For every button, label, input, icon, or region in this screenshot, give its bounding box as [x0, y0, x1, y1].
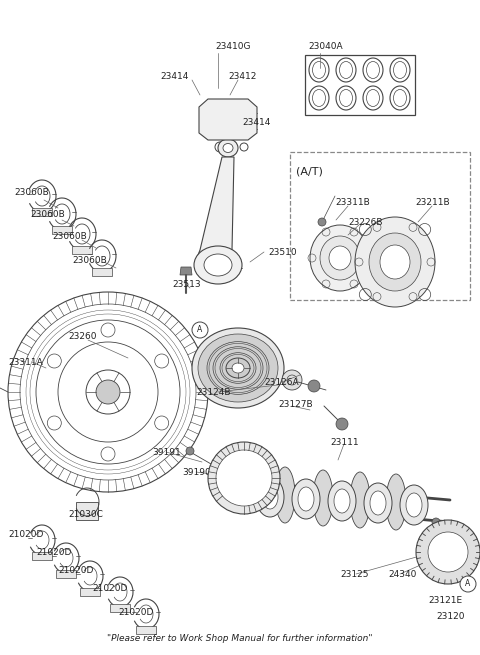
Text: A: A: [466, 580, 470, 588]
Text: 23414: 23414: [242, 118, 270, 127]
Ellipse shape: [223, 143, 233, 153]
Ellipse shape: [400, 485, 428, 525]
Circle shape: [460, 576, 476, 592]
Ellipse shape: [370, 491, 386, 515]
Text: 23060B: 23060B: [52, 232, 87, 241]
Ellipse shape: [218, 139, 238, 157]
Text: 21020D: 21020D: [36, 548, 72, 557]
Bar: [72, 246, 92, 254]
Ellipse shape: [220, 115, 236, 125]
Polygon shape: [196, 157, 240, 260]
Circle shape: [318, 218, 326, 226]
Text: 23121E: 23121E: [428, 596, 462, 605]
Ellipse shape: [350, 472, 370, 528]
Text: 23060B: 23060B: [30, 210, 65, 219]
Ellipse shape: [310, 225, 370, 291]
Text: 23125: 23125: [340, 570, 369, 579]
Ellipse shape: [232, 363, 244, 373]
Bar: [305, 55, 415, 115]
Ellipse shape: [223, 117, 233, 124]
Text: 39191: 39191: [152, 448, 181, 457]
Ellipse shape: [313, 470, 333, 526]
Text: 23111: 23111: [330, 438, 359, 447]
Circle shape: [282, 370, 302, 390]
Bar: [136, 626, 156, 634]
Text: "Please refer to Work Shop Manual for further information": "Please refer to Work Shop Manual for fu…: [107, 634, 373, 643]
Text: 23260: 23260: [68, 332, 96, 341]
Bar: [92, 268, 112, 276]
Bar: [110, 604, 130, 612]
Ellipse shape: [406, 493, 422, 517]
Bar: [32, 208, 52, 216]
Text: 21020D: 21020D: [118, 608, 154, 617]
Ellipse shape: [320, 236, 360, 280]
Text: 23414: 23414: [160, 72, 188, 81]
Ellipse shape: [328, 481, 356, 521]
Circle shape: [96, 380, 120, 404]
Ellipse shape: [192, 328, 284, 408]
Circle shape: [216, 450, 272, 506]
Text: 21030C: 21030C: [68, 510, 103, 519]
Ellipse shape: [292, 479, 320, 519]
Ellipse shape: [275, 467, 295, 523]
Polygon shape: [180, 267, 192, 275]
Ellipse shape: [380, 245, 410, 279]
Circle shape: [416, 520, 480, 584]
Text: A: A: [197, 326, 203, 335]
Ellipse shape: [329, 246, 351, 270]
Bar: [80, 588, 100, 596]
Text: 23226B: 23226B: [348, 218, 383, 227]
Text: 24340: 24340: [388, 570, 416, 579]
Text: 23410G: 23410G: [215, 42, 251, 51]
Circle shape: [208, 442, 280, 514]
Text: 23060B: 23060B: [14, 188, 49, 197]
Text: 23120: 23120: [436, 612, 465, 621]
Ellipse shape: [226, 358, 250, 378]
Text: 23513: 23513: [172, 280, 201, 289]
Circle shape: [432, 518, 440, 526]
Ellipse shape: [334, 489, 350, 513]
Text: 21020D: 21020D: [92, 584, 127, 593]
Circle shape: [336, 418, 348, 430]
Text: 23126A: 23126A: [264, 378, 299, 387]
Text: 39190A: 39190A: [182, 468, 217, 477]
Ellipse shape: [355, 217, 435, 307]
Text: 23127B: 23127B: [278, 400, 312, 409]
Ellipse shape: [204, 254, 232, 276]
Text: 23311B: 23311B: [335, 198, 370, 207]
Bar: [32, 552, 52, 560]
Ellipse shape: [386, 474, 406, 530]
Text: 21020D: 21020D: [58, 566, 94, 575]
Circle shape: [428, 532, 468, 572]
Bar: [290, 152, 470, 300]
Ellipse shape: [364, 483, 392, 523]
Text: 23510: 23510: [268, 248, 297, 257]
Text: 23311A: 23311A: [8, 358, 43, 367]
Text: (A/T): (A/T): [296, 166, 323, 176]
Text: 23211B: 23211B: [415, 198, 450, 207]
Ellipse shape: [256, 477, 284, 517]
Ellipse shape: [262, 485, 278, 509]
Bar: [56, 570, 76, 578]
Bar: [52, 226, 72, 234]
Text: 23040A: 23040A: [308, 42, 343, 51]
Text: 23412: 23412: [228, 72, 256, 81]
Circle shape: [308, 380, 320, 392]
Ellipse shape: [298, 487, 314, 511]
Circle shape: [192, 322, 208, 338]
Ellipse shape: [369, 233, 421, 291]
Ellipse shape: [194, 246, 242, 284]
Polygon shape: [199, 99, 257, 140]
Text: 23124B: 23124B: [196, 388, 230, 397]
Circle shape: [186, 447, 194, 455]
Bar: [76, 502, 98, 520]
Ellipse shape: [198, 334, 278, 402]
Text: 21020D: 21020D: [8, 530, 43, 539]
Text: 23060B: 23060B: [72, 256, 107, 265]
